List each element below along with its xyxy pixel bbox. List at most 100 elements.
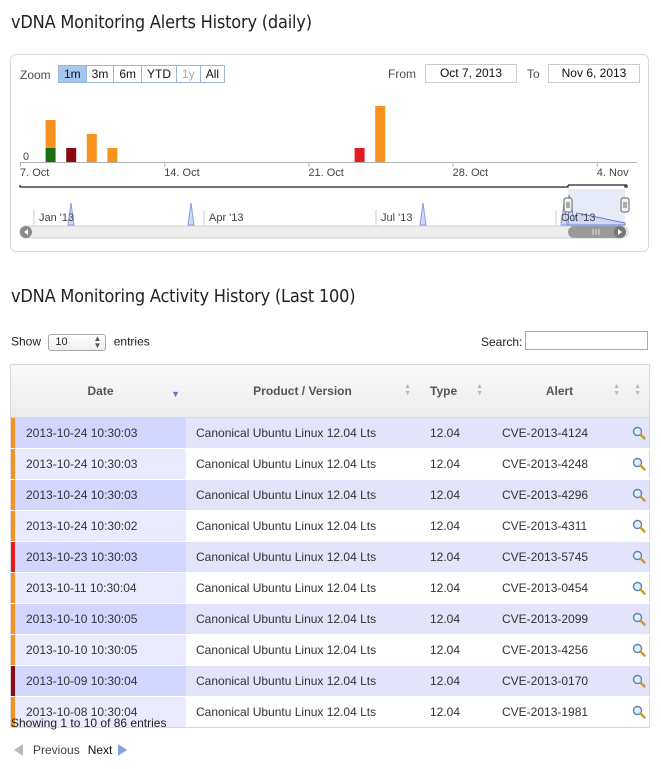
column-header-product-label: Product / Version	[253, 384, 352, 398]
magnifier-icon[interactable]	[632, 519, 646, 534]
cell-date: 2013-10-24 10:30:03	[15, 448, 186, 480]
navigator-tick-label: Oct '13	[561, 212, 596, 224]
column-header-alert-label: Alert	[545, 384, 574, 398]
cell-date: 2013-10-24 10:30:02	[15, 510, 186, 542]
cell-view	[628, 417, 650, 449]
from-date-input[interactable]	[425, 64, 517, 83]
cell-product: Canonical Ubuntu Linux 12.04 Lts	[186, 479, 419, 511]
cell-alert: CVE-2013-4296	[491, 479, 628, 511]
navigator-scrollbar-track[interactable]	[19, 225, 629, 239]
bar-segment[interactable]	[66, 148, 77, 162]
flag-header	[10, 364, 15, 418]
column-header-alert[interactable]: Alert ▲ ▼	[491, 364, 628, 418]
table-row[interactable]: 2013-10-09 10:30:04 Canonical Ubuntu Linu…	[10, 665, 650, 697]
cell-view	[628, 634, 650, 666]
navigator-tick-label: Apr '13	[209, 212, 244, 224]
previous-button[interactable]: Previous	[14, 743, 80, 757]
magnifier-icon[interactable]	[632, 488, 646, 503]
previous-label: Previous	[33, 743, 80, 757]
scroll-left-icon	[24, 229, 28, 235]
table-row[interactable]: 2013-10-10 10:30:05 Canonical Ubuntu Linu…	[10, 634, 650, 666]
navigator-handle-left[interactable]	[563, 197, 573, 213]
cell-alert: CVE-2013-0170	[491, 665, 628, 697]
bar-segment[interactable]	[45, 148, 56, 162]
severity-flag	[10, 603, 15, 635]
navigator-handle-right[interactable]	[620, 197, 630, 213]
zoom-button-1m[interactable]: 1m	[58, 65, 87, 83]
cell-type: 12.04	[419, 572, 491, 604]
zoom-button-all[interactable]: All	[199, 65, 226, 83]
zoom-button-1y: 1y	[176, 65, 201, 83]
table-row[interactable]: 2013-10-24 10:30:03 Canonical Ubuntu Linu…	[10, 417, 650, 449]
navigator[interactable]: Jan '13 Apr '13 Jul '13 Oct '13	[19, 184, 630, 239]
cell-product: Canonical Ubuntu Linux 12.04 Lts	[186, 696, 419, 728]
zoom-button-ytd[interactable]: YTD	[141, 65, 178, 83]
severity-flag	[10, 541, 15, 573]
select-arrows-icon: ▲ ▼	[93, 334, 102, 350]
cell-alert: CVE-2013-4256	[491, 634, 628, 666]
cell-product: Canonical Ubuntu Linux 12.04 Lts	[186, 541, 419, 573]
cell-type: 12.04	[419, 665, 491, 697]
show-label: Show	[11, 334, 42, 349]
cell-view	[628, 448, 650, 480]
activity-table: Date ▼ Product / Version ▲ ▼ Type ▲ ▼ Aler…	[10, 364, 650, 728]
zoom-button-group: 1m 3m 6m YTD 1y All	[58, 65, 226, 83]
table-row[interactable]: 2013-10-23 10:30:03 Canonical Ubuntu Linu…	[10, 541, 650, 573]
bar-segment[interactable]	[107, 148, 118, 162]
severity-flag	[10, 572, 15, 604]
table-row[interactable]: 2013-10-08 10:30:04 Canonical Ubuntu Linu…	[10, 696, 650, 728]
cell-type: 12.04	[419, 541, 491, 573]
magnifier-icon[interactable]	[632, 550, 646, 565]
x-tick-label: 21. Oct	[308, 167, 343, 179]
x-tick-label: 4. Nov	[597, 167, 629, 179]
table-row[interactable]: 2013-10-11 10:30:04 Canonical Ubuntu Linu…	[10, 572, 650, 604]
scroll-right-icon	[618, 229, 622, 235]
cell-view	[628, 603, 650, 635]
to-date-input[interactable]	[548, 64, 640, 83]
table-row[interactable]: 2013-10-24 10:30:03 Canonical Ubuntu Linu…	[10, 448, 650, 480]
bar-segment[interactable]	[375, 106, 386, 162]
cell-view	[628, 665, 650, 697]
table-row[interactable]: 2013-10-10 10:30:05 Canonical Ubuntu Linu…	[10, 603, 650, 635]
x-tick-label: 7. Oct	[20, 167, 49, 179]
column-header-product[interactable]: Product / Version ▲ ▼	[186, 364, 419, 418]
bar-segment[interactable]	[86, 134, 97, 162]
bar-segment[interactable]	[45, 120, 56, 148]
cell-view	[628, 541, 650, 573]
table-row[interactable]: 2013-10-24 10:30:02 Canonical Ubuntu Linu…	[10, 510, 650, 542]
cell-alert: CVE-2013-2099	[491, 603, 628, 635]
bar-segment[interactable]	[354, 148, 365, 162]
cell-date: 2013-10-24 10:30:03	[15, 479, 186, 511]
sort-both-icon: ▲ ▼	[476, 383, 483, 397]
cell-alert: CVE-2013-4124	[491, 417, 628, 449]
magnifier-icon[interactable]	[632, 426, 646, 441]
table-row[interactable]: 2013-10-24 10:30:03 Canonical Ubuntu Linu…	[10, 479, 650, 511]
cell-date: 2013-10-24 10:30:03	[15, 417, 186, 449]
severity-flag	[10, 696, 15, 728]
magnifier-icon[interactable]	[632, 612, 646, 627]
to-label: To	[527, 67, 540, 81]
column-header-actions[interactable]: ▲ ▼	[628, 364, 650, 418]
magnifier-icon[interactable]	[632, 705, 646, 720]
page-length-select[interactable]: 10 ▲ ▼	[48, 334, 107, 351]
cell-date: 2013-10-10 10:30:05	[15, 634, 186, 666]
next-button[interactable]: Next	[88, 743, 128, 757]
magnifier-icon[interactable]	[632, 674, 646, 689]
navigator-tick-label: Jul '13	[381, 212, 412, 224]
cell-alert: CVE-2013-1981	[491, 696, 628, 728]
column-header-date[interactable]: Date ▼	[15, 364, 186, 418]
search-input[interactable]	[525, 331, 648, 350]
cell-date: 2013-10-09 10:30:04	[15, 665, 186, 697]
column-header-type[interactable]: Type ▲ ▼	[419, 364, 491, 418]
cell-view	[628, 479, 650, 511]
navigator-scrollbar-thumb[interactable]	[568, 226, 626, 238]
next-label: Next	[87, 743, 113, 757]
severity-flag	[10, 479, 15, 511]
column-header-date-label: Date	[87, 384, 114, 398]
magnifier-icon[interactable]	[632, 457, 646, 472]
table-header-row: Date ▼ Product / Version ▲ ▼ Type ▲ ▼ Aler…	[10, 364, 650, 418]
zoom-button-6m[interactable]: 6m	[113, 65, 143, 83]
magnifier-icon[interactable]	[632, 581, 646, 596]
magnifier-icon[interactable]	[632, 643, 646, 658]
